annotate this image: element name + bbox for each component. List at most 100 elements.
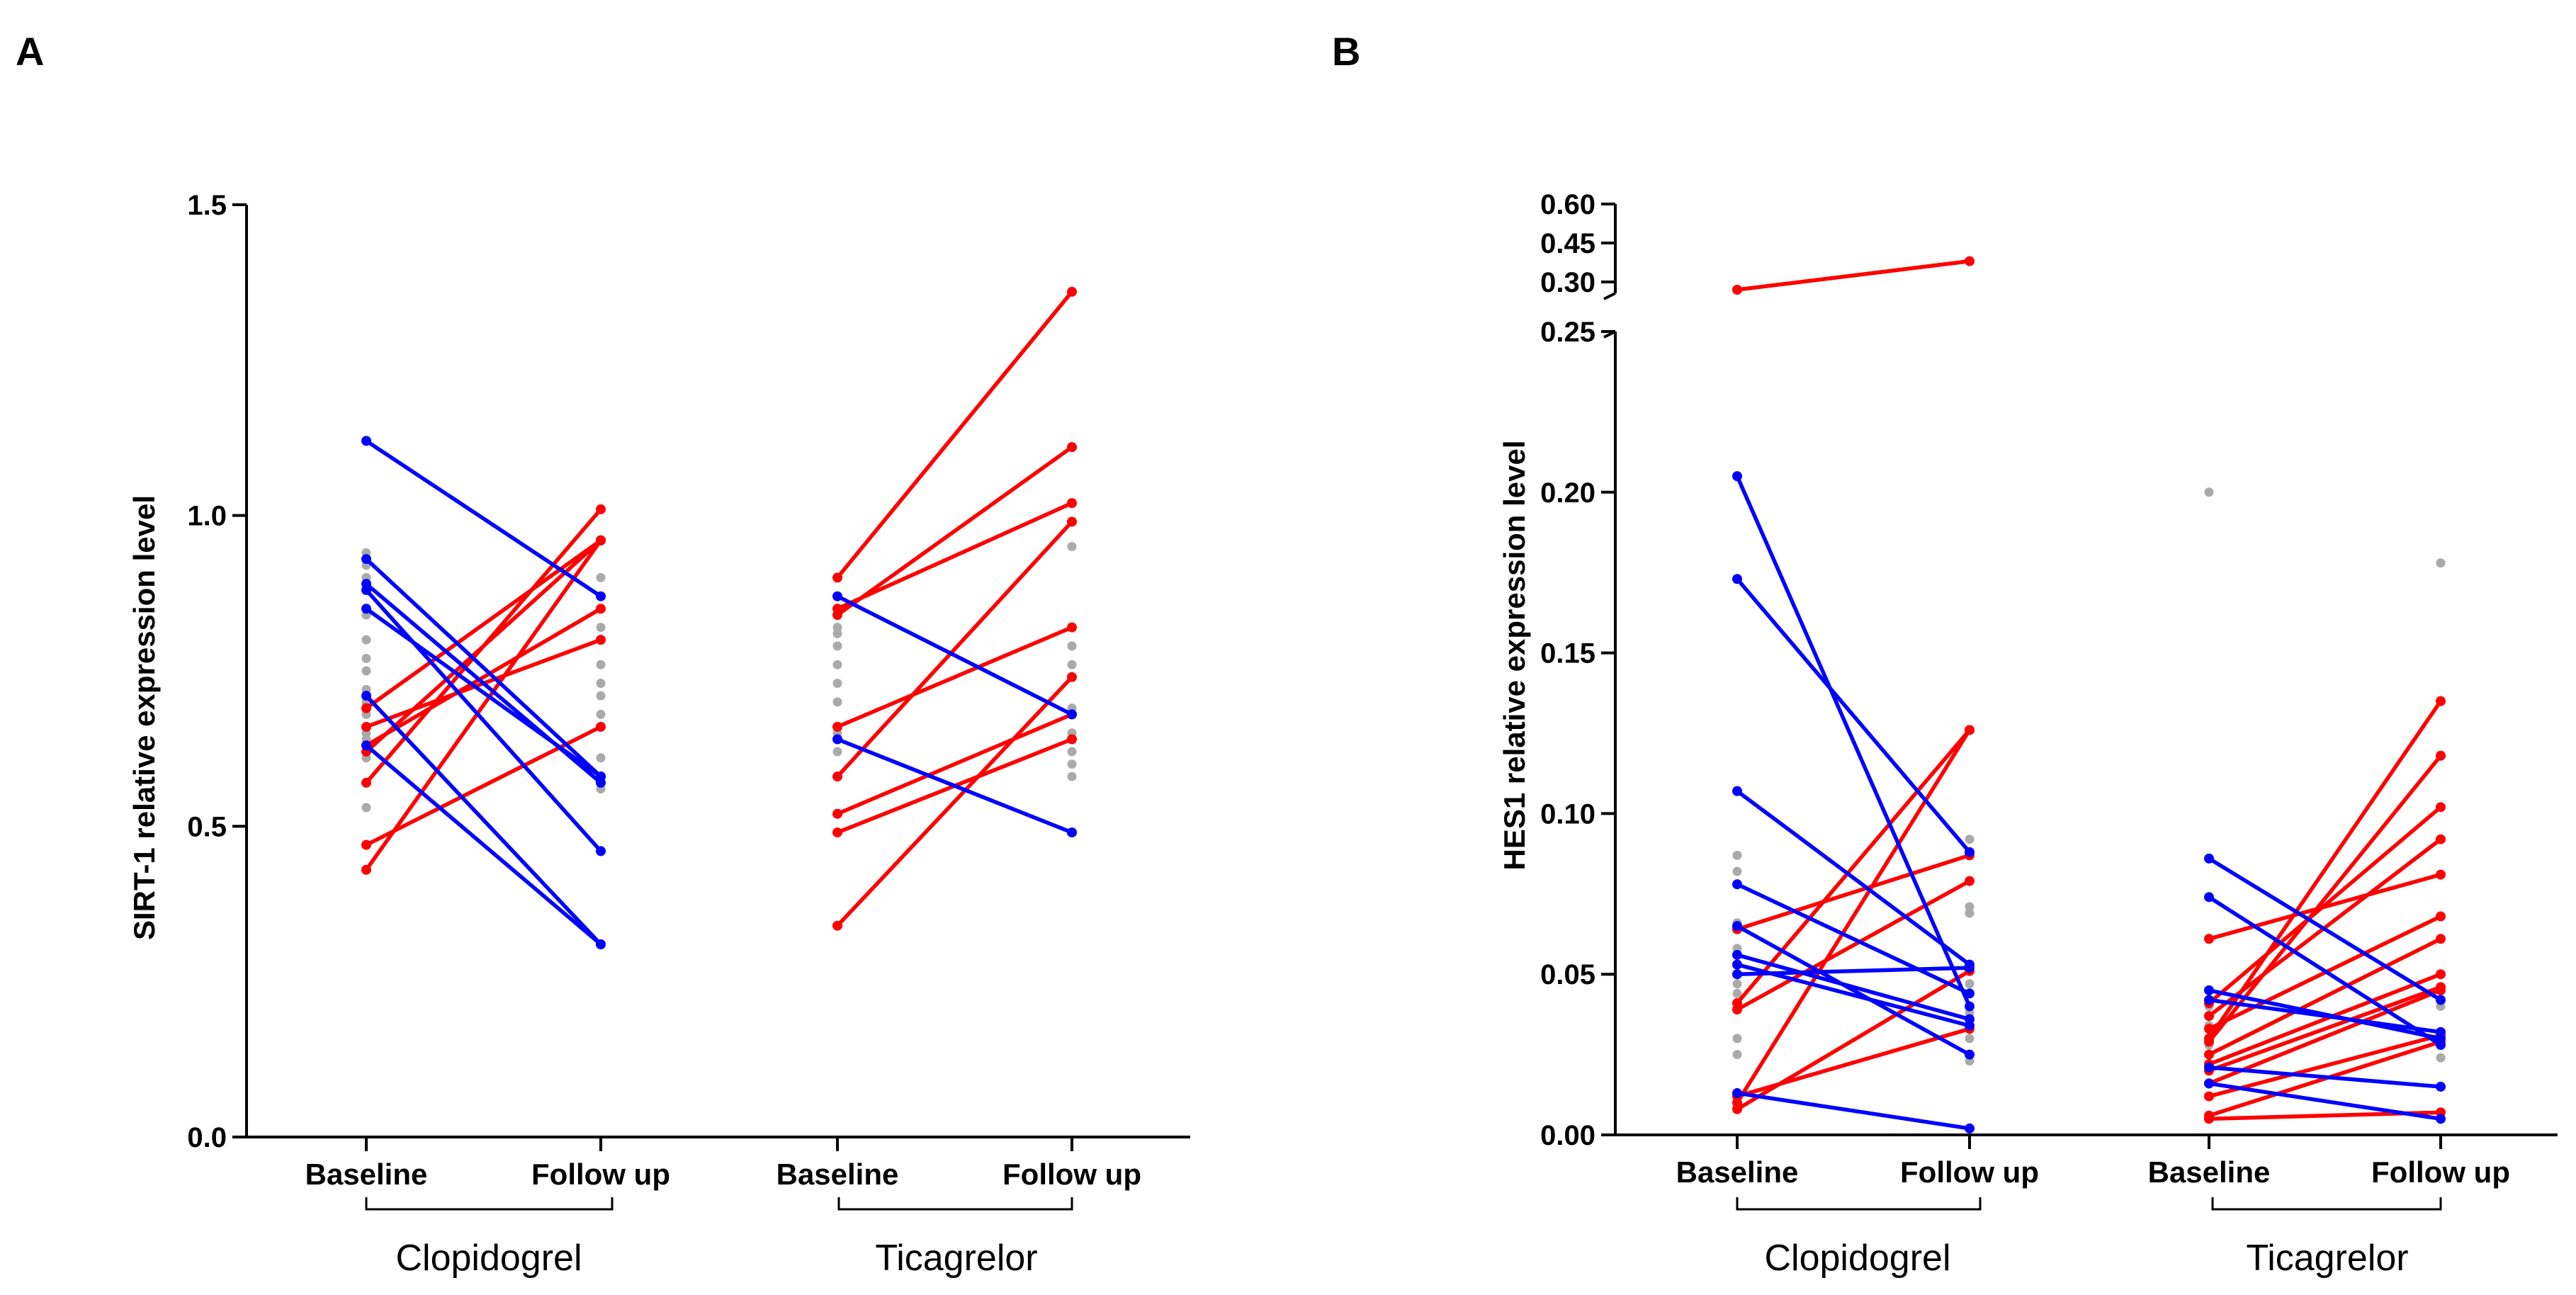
series-point-a-14-followup [1067,286,1077,297]
series-point-a-12-followup [596,939,606,950]
series-line-a-11 [364,694,603,946]
series-line-b-15 [1736,1091,1970,1131]
series-point-a-1-followup [596,721,606,732]
series-line-a-6 [365,606,602,747]
series-point-b-8-baseline [1732,574,1742,584]
series-line-b-21 [2207,754,2443,1044]
series-line-b-30 [2208,895,2442,1047]
series-point-a-10-baseline [361,604,371,614]
series-point-b-29-baseline [2204,853,2214,864]
panel-letter-b: B [1332,29,1360,74]
series-line-b-6 [1736,1027,1970,1099]
chart-panel-a: SIRT-1 relative expression level 0.0 0.5 1… [128,190,1190,1279]
series-point-a-13-followup [596,846,606,856]
other-point-a-3-8 [1067,759,1077,769]
other-point-a-1-8 [596,753,606,763]
series-line-b-17 [2208,805,2442,1005]
other-point-b-1-2 [1965,902,1975,912]
other-point-b-3-0 [2436,558,2446,568]
series-point-b-8-followup [1965,847,1975,857]
series-point-b-3-baseline [1732,1005,1742,1015]
x-label-a-1: Follow up [531,1158,670,1191]
series-point-b-18-baseline [2204,1011,2214,1022]
other-point-a-0-13 [361,803,371,813]
series-line-b-3 [1736,879,1971,1012]
group-bracket-b-0 [1736,1197,1982,1211]
series-point-b-16-followup [2436,869,2446,880]
y-tick-label-b-lower-4: 0.20 [1540,477,1595,509]
series-line-a-12 [365,744,602,946]
series-point-a-0-baseline [361,864,371,875]
series-point-b-22-baseline [2204,1049,2214,1060]
series-point-a-2-followup [596,504,606,514]
series-point-a-6-followup [596,604,606,614]
series-line-b-26 [2208,1033,2441,1099]
series-point-b-15-followup [1965,1123,1975,1133]
series-point-b-26-baseline [2204,1091,2214,1102]
series-line-a-13 [364,589,603,853]
series-line-a-15 [836,445,1073,617]
series-point-b-13-baseline [1732,959,1742,970]
series-point-b-17-followup [2436,802,2446,813]
series-point-a-15-followup [1067,442,1077,453]
series-point-a-16-followup [1067,498,1077,509]
series-line-b-4 [1735,729,1972,1104]
series-line-b-23 [2208,972,2441,1066]
series-line-a-16 [836,501,1073,611]
other-point-b-0-7 [1732,1050,1742,1060]
series-point-a-12-baseline [361,740,371,751]
series-point-a-5-followup [596,535,606,545]
series-line-b-25 [2208,988,2442,1085]
series-point-b-23-followup [2436,969,2446,980]
series-point-a-5-baseline [361,703,371,713]
group-bracket-a-1 [837,1197,1073,1211]
other-point-a-3-0 [1067,542,1077,552]
series-point-b-16-baseline [2204,934,2214,944]
series-point-b-15-baseline [1732,1088,1742,1099]
y-tick-label-b-lower-1: 0.05 [1540,959,1595,990]
series-point-a-13-baseline [361,584,371,595]
series-point-b-30-baseline [2204,892,2214,903]
series-line-b-2 [1735,728,1972,1005]
series-line-a-22 [836,594,1073,716]
y-axis-title-a: SIRT-1 relative expression level [128,495,161,940]
series-point-a-7-followup [596,591,606,601]
series-point-b-9-baseline [1732,786,1742,796]
other-point-a-1-3 [596,623,606,633]
series-point-b-14-baseline [1732,969,1742,980]
series-point-b-10-baseline [1732,879,1742,890]
series-point-b-13-followup [1965,1020,1975,1031]
other-point-a-0-4 [361,635,371,645]
series-point-a-7-baseline [361,436,371,446]
series-point-b-32-baseline [2204,995,2214,1005]
other-point-b-1-6 [1965,1034,1975,1044]
series-point-a-17-baseline [832,721,842,732]
series-line-b-33 [2208,1065,2441,1089]
y-tick-label-b-lower-0: 0.00 [1540,1120,1595,1151]
series-point-a-8-baseline [361,554,371,565]
other-point-a-2-6 [832,697,842,707]
other-point-a-3-2 [1067,641,1077,651]
series-line-b-24 [2208,985,2441,1073]
other-point-a-0-5 [361,653,371,663]
other-point-a-2-3 [832,641,842,651]
series-point-a-21-baseline [832,920,842,931]
series-point-a-22-baseline [832,591,842,601]
other-point-b-1-4 [1965,979,1975,989]
series-point-b-5-baseline [1732,1104,1742,1114]
other-point-b-3-3 [2436,1053,2446,1063]
group-label-a-0: Clopidogrel [395,1238,582,1279]
x-label-a-2: Baseline [776,1158,899,1191]
series-line-b-32 [2208,997,2441,1034]
y-tick-label-a-0: 0.0 [187,1122,227,1153]
series-line-a-18 [835,520,1074,779]
series-point-b-32-followup [2436,1027,2446,1037]
series-line-b-10 [1736,882,1971,995]
other-point-a-2-4 [832,660,842,669]
series-point-a-2-baseline [361,777,371,788]
series-point-b-3-followup [1965,876,1975,886]
other-point-a-1-4 [596,660,606,669]
series-line-b-20 [2207,700,2443,1040]
y-tick-label-b-upper-2: 0.60 [1540,189,1595,220]
